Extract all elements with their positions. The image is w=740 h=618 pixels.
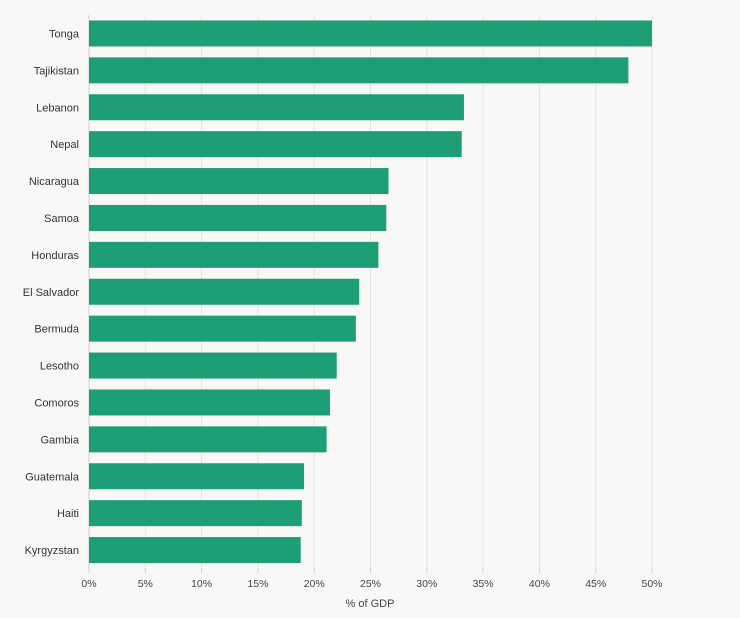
bar-kyrgyzstan[interactable] xyxy=(89,537,301,564)
bar-tonga[interactable] xyxy=(89,20,652,47)
category-label: Lebanon xyxy=(36,102,79,114)
category-label: Honduras xyxy=(31,250,79,262)
category-label: Comoros xyxy=(34,397,79,409)
bars xyxy=(89,20,652,564)
bar-tajikistan[interactable] xyxy=(89,57,629,84)
x-tick-label: 30% xyxy=(416,578,437,590)
x-tick-label: 25% xyxy=(360,578,381,590)
x-tick-label: 45% xyxy=(585,578,606,590)
category-label: Nepal xyxy=(50,139,79,151)
bar-lesotho[interactable] xyxy=(89,352,337,379)
bar-haiti[interactable] xyxy=(89,500,302,527)
bar-nicaragua[interactable] xyxy=(89,168,389,195)
bar-gambia[interactable] xyxy=(89,426,327,453)
bar-bermuda[interactable] xyxy=(89,315,356,342)
x-tick-label: 0% xyxy=(81,578,96,590)
x-axis-ticks: 0% 5% 10% 15% 20% 25% 30% 35% 40% 45% 50% xyxy=(81,568,663,590)
category-label: Bermuda xyxy=(34,324,80,336)
category-label: Lesotho xyxy=(40,361,79,373)
bar-lebanon[interactable] xyxy=(89,94,464,121)
category-label: Tonga xyxy=(49,28,80,40)
bar-nepal[interactable] xyxy=(89,131,462,158)
category-label: Kyrgyzstan xyxy=(25,545,79,557)
x-tick-label: 35% xyxy=(473,578,494,590)
category-label: Haiti xyxy=(57,508,79,520)
bar-samoa[interactable] xyxy=(89,204,387,231)
category-label: El Salvador xyxy=(23,287,80,299)
bar-honduras[interactable] xyxy=(89,241,379,268)
x-tick-label: 15% xyxy=(247,578,268,590)
x-tick-label: 10% xyxy=(191,578,212,590)
x-axis-title: % of GDP xyxy=(346,598,395,610)
bar-el-salvador[interactable] xyxy=(89,278,360,305)
category-label: Nicaragua xyxy=(29,176,80,188)
x-tick-label: 50% xyxy=(641,578,662,590)
category-labels: Tonga Tajikistan Lebanon Nepal Nicaragua Samo… xyxy=(23,28,80,557)
category-label: Tajikistan xyxy=(34,65,79,77)
x-tick-label: 20% xyxy=(304,578,325,590)
category-label: Samoa xyxy=(44,213,80,225)
category-label: Gambia xyxy=(40,434,79,446)
category-label: Guatemala xyxy=(25,471,80,483)
bar-comoros[interactable] xyxy=(89,389,330,416)
bar-guatemala[interactable] xyxy=(89,463,305,490)
x-tick-label: 5% xyxy=(138,578,153,590)
x-tick-label: 40% xyxy=(529,578,550,590)
